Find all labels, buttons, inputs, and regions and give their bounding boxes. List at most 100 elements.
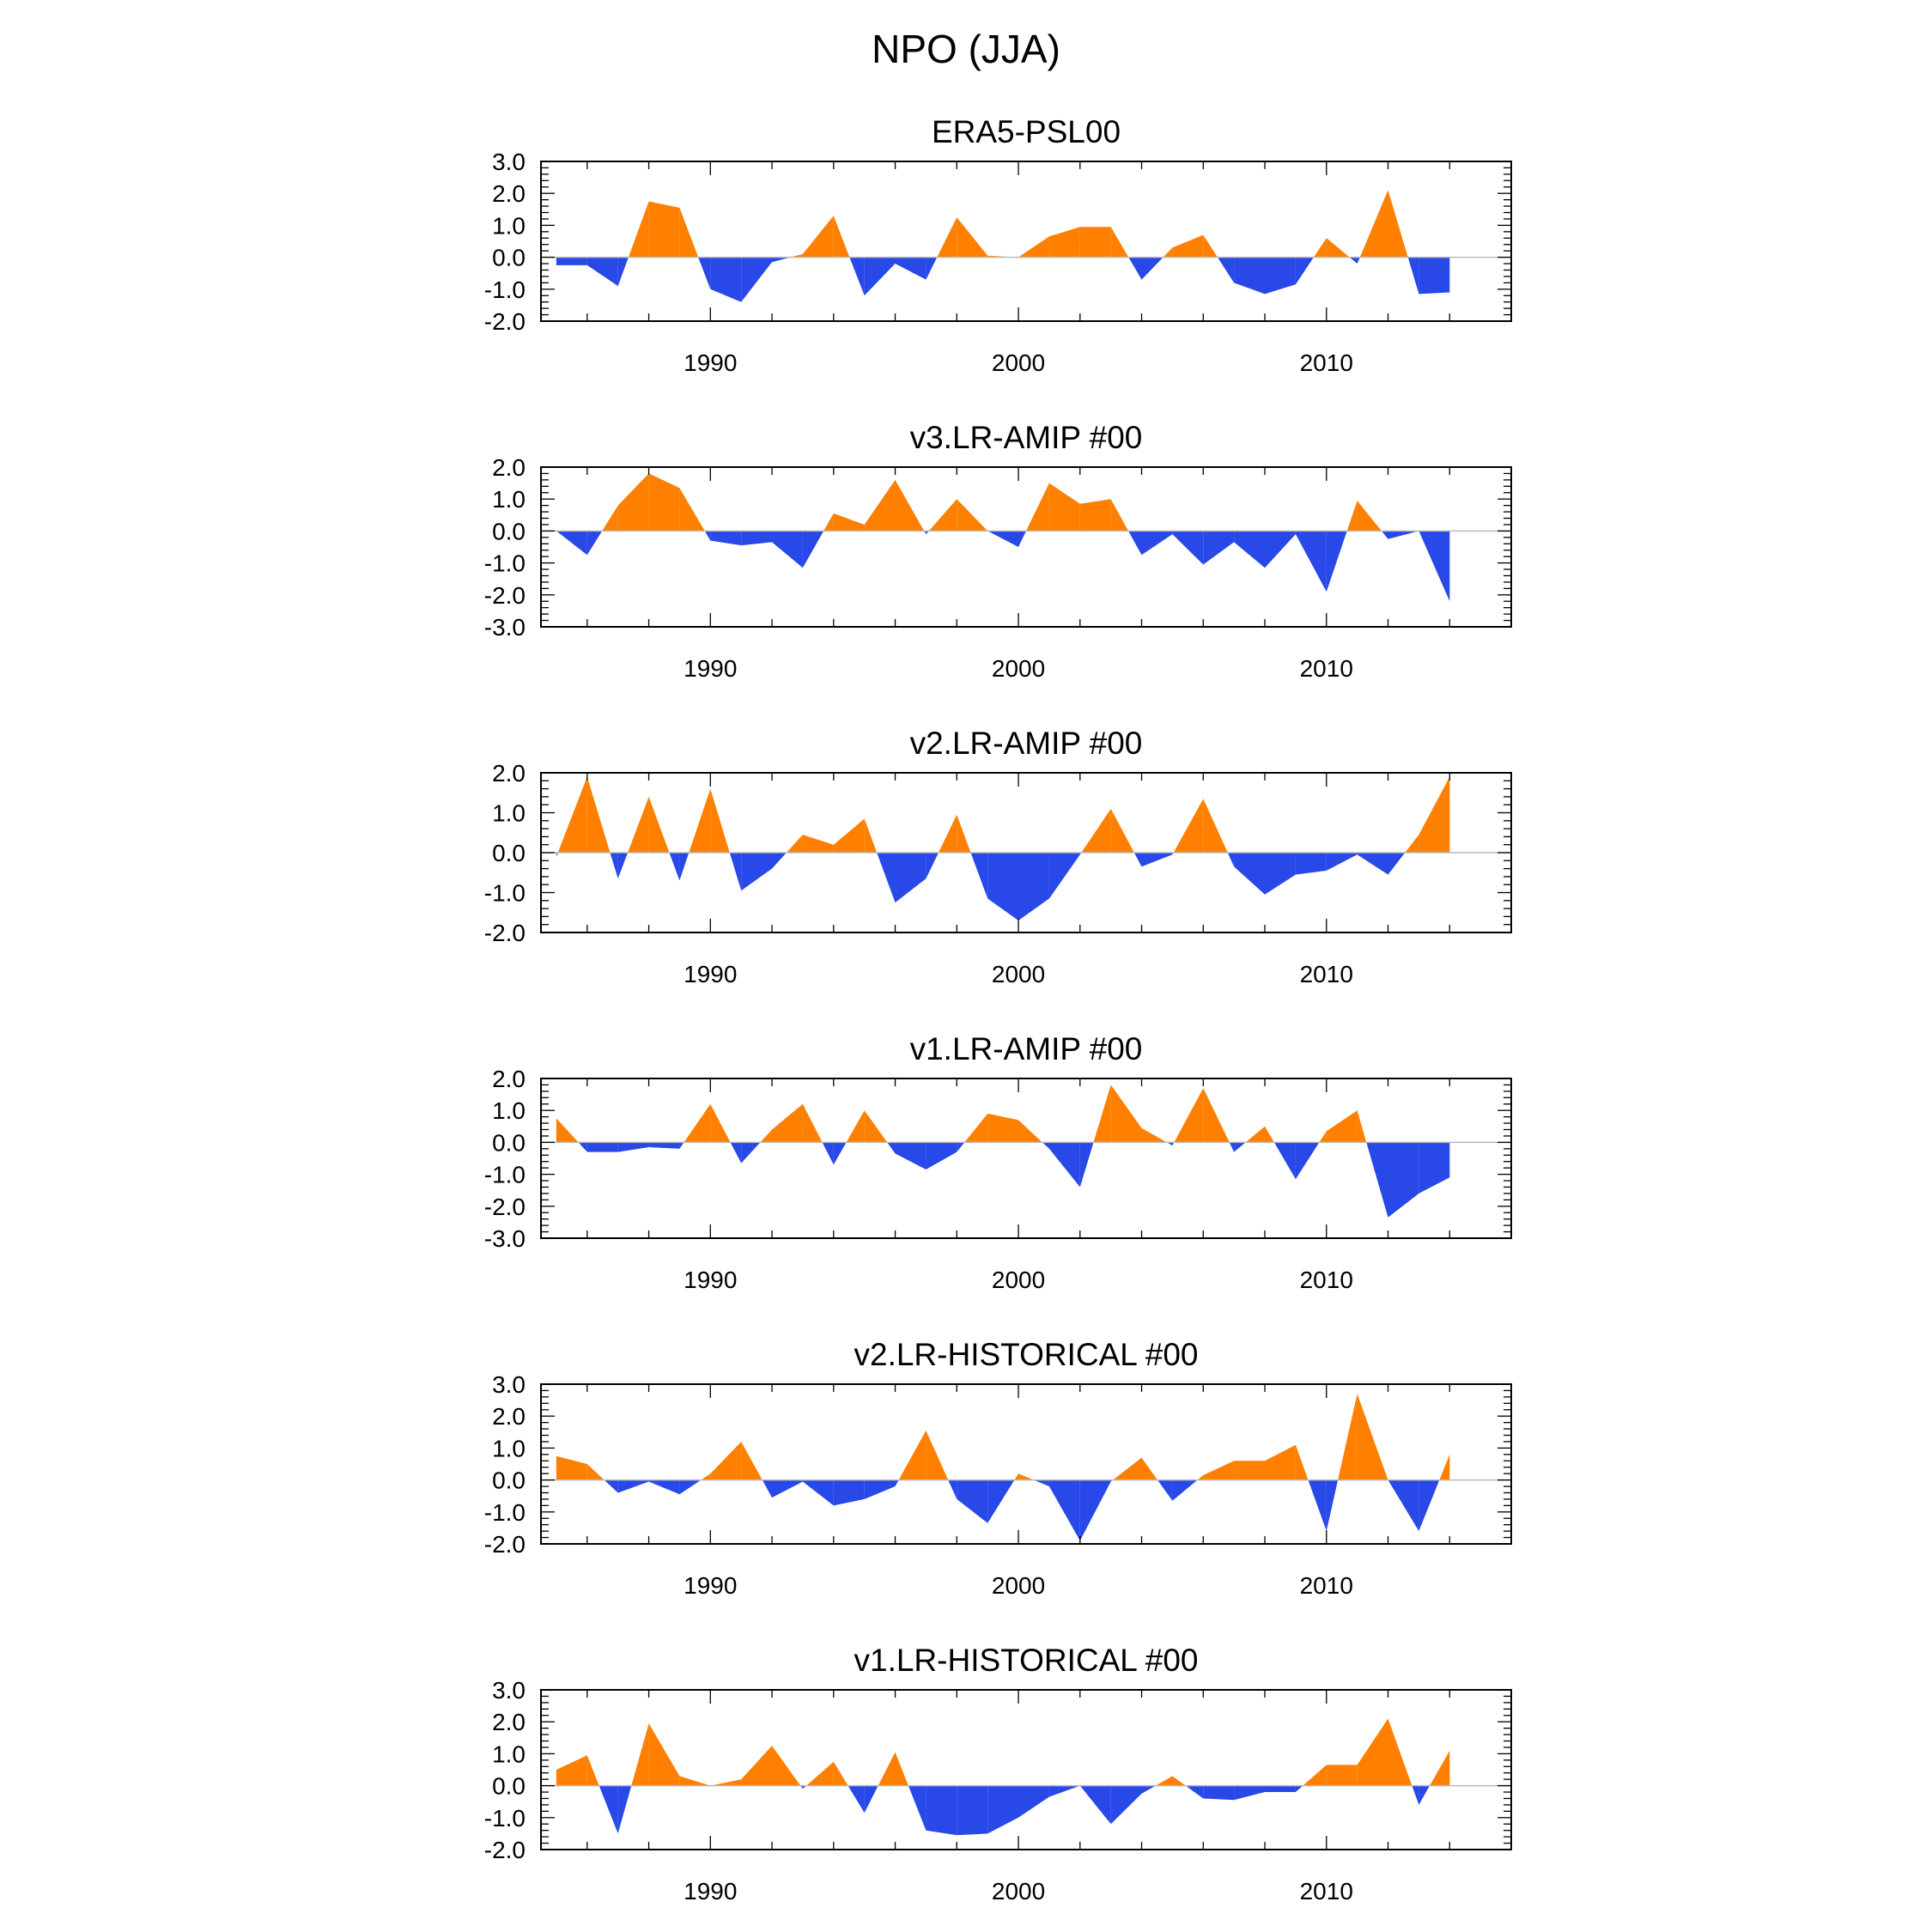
negative-area: [1018, 531, 1026, 547]
positive-area: [1172, 1776, 1186, 1786]
positive-area: [895, 1752, 908, 1786]
y-tick-label: 0.0: [492, 518, 526, 544]
y-tick-label: -2.0: [484, 1194, 526, 1220]
x-tick-label: 2010: [1300, 1267, 1353, 1293]
positive-area: [1359, 190, 1388, 258]
y-tick-label: 0.0: [492, 840, 526, 866]
negative-area: [1265, 853, 1296, 895]
positive-area: [939, 814, 957, 853]
negative-area: [1295, 531, 1327, 592]
negative-area: [1295, 853, 1327, 875]
positive-area: [1326, 1110, 1358, 1143]
positive-area: [898, 1430, 927, 1480]
positive-area: [1430, 1750, 1450, 1786]
positive-area: [586, 776, 611, 853]
negative-area: [895, 1479, 899, 1486]
positive-area: [679, 207, 699, 258]
negative-area: [1048, 853, 1080, 899]
positive-area: [878, 1752, 896, 1786]
negative-area: [679, 1142, 684, 1149]
negative-area: [926, 853, 939, 879]
positive-area: [802, 216, 834, 258]
positive-area: [1203, 1088, 1230, 1143]
negative-area: [1273, 1142, 1296, 1180]
negative-area: [1295, 257, 1314, 285]
positive-area: [617, 473, 649, 532]
x-tick-label: 2000: [992, 1572, 1045, 1599]
negative-area: [1203, 531, 1235, 565]
negative-area: [848, 1785, 865, 1814]
negative-area: [1265, 531, 1296, 568]
positive-area: [683, 1103, 711, 1143]
positive-area: [833, 1761, 848, 1786]
negative-area: [710, 257, 742, 302]
negative-area: [833, 1479, 865, 1506]
negative-area: [1141, 853, 1173, 867]
negative-area: [617, 853, 629, 879]
positive-area: [957, 814, 971, 853]
negative-area: [556, 853, 558, 857]
y-tick-label: -2.0: [484, 308, 526, 335]
positive-area: [1326, 238, 1350, 258]
negative-area: [1366, 1142, 1388, 1218]
positive-area: [1018, 236, 1049, 258]
positive-area: [1388, 1718, 1413, 1786]
negative-area: [772, 531, 803, 568]
x-tick-label: 2000: [992, 1267, 1045, 1293]
negative-area: [926, 531, 929, 535]
y-tick-label: 3.0: [492, 1371, 526, 1398]
negative-area: [926, 1142, 957, 1170]
positive-area: [1026, 483, 1049, 532]
positive-area: [786, 835, 803, 853]
negative-area: [586, 1142, 618, 1152]
negative-area: [772, 1479, 803, 1498]
negative-area: [586, 257, 618, 287]
panel-title: v1.LR-HISTORICAL #00: [854, 1643, 1199, 1678]
negative-area: [1388, 1142, 1419, 1218]
negative-area: [864, 257, 896, 296]
negative-area: [802, 1785, 807, 1789]
panel-title: v1.LR-AMIP #00: [910, 1031, 1143, 1066]
negative-area: [669, 853, 680, 881]
positive-area: [772, 1746, 801, 1786]
y-tick-label: 3.0: [492, 1677, 526, 1704]
negative-area: [987, 853, 1018, 920]
negative-area: [1141, 1785, 1156, 1794]
positive-area: [1197, 1475, 1204, 1480]
x-tick-label: 2010: [1300, 349, 1353, 376]
negative-area: [1388, 531, 1419, 539]
negative-area: [1048, 1142, 1080, 1188]
positive-area: [1141, 1457, 1158, 1480]
positive-area: [1014, 1473, 1018, 1480]
negative-area: [1079, 1479, 1111, 1541]
positive-area: [1048, 483, 1080, 532]
y-tick-label: -1.0: [484, 880, 526, 907]
negative-area: [1419, 1479, 1440, 1532]
y-tick-label: 1.0: [492, 212, 526, 239]
negative-area: [800, 1785, 803, 1789]
positive-area: [679, 488, 705, 532]
positive-area: [1265, 1126, 1274, 1143]
negative-area: [1018, 853, 1049, 920]
negative-area: [1326, 531, 1347, 592]
positive-area: [957, 499, 988, 532]
negative-area: [1229, 1142, 1235, 1152]
negative-area: [617, 1479, 649, 1493]
panel-1: ERA5-PSL00 3.0 2.0 1.0 0.0 -1.0 -2.0 1990 2000 20…: [484, 114, 1512, 376]
negative-area: [833, 1142, 847, 1165]
positive-area: [1203, 799, 1228, 853]
positive-area: [1048, 227, 1080, 258]
y-tick-label: 2.0: [492, 454, 526, 481]
positive-area: [1419, 776, 1450, 853]
positive-area: [1018, 1473, 1034, 1480]
negative-area: [1048, 1785, 1080, 1797]
negative-area: [970, 853, 988, 899]
negative-area: [741, 531, 772, 546]
negative-area: [987, 531, 1018, 547]
positive-area: [1110, 499, 1129, 532]
positive-area: [710, 788, 730, 853]
negative-area: [908, 1785, 927, 1831]
negative-area: [895, 1142, 927, 1170]
negative-area: [1412, 1785, 1419, 1805]
positive-area: [833, 216, 850, 258]
